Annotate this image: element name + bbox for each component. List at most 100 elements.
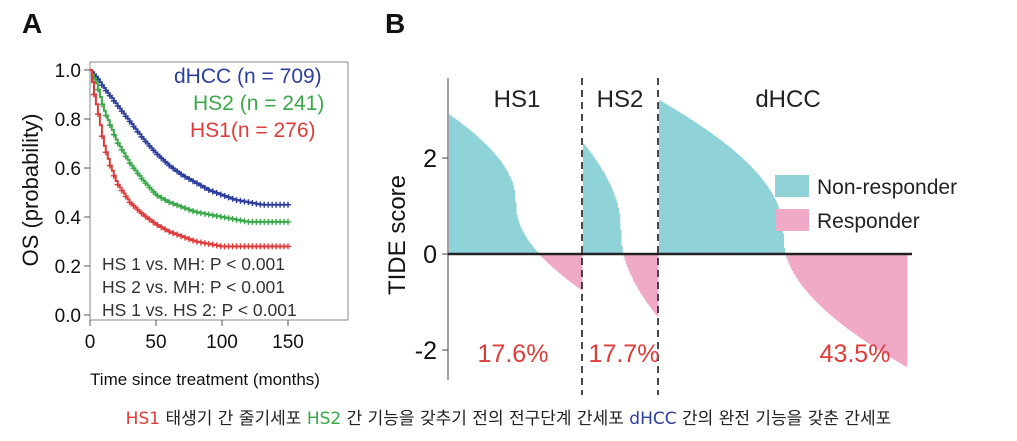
tide-bar-dhcc [874, 254, 877, 348]
survival-legend: dHCC (n = 709) HS2 (n = 241) HS1(n = 276… [174, 65, 324, 142]
tide-bar-dhcc [895, 254, 897, 361]
tide-bar-hs2 [596, 161, 598, 254]
censor-mark-dhcc [130, 123, 137, 130]
caption-hs1-text: 태생기 간 줄기세포 [160, 409, 307, 429]
tide-bar-dhcc [667, 105, 669, 254]
tide-bar-hs1 [483, 143, 486, 254]
censor-mark-hs2 [142, 180, 149, 187]
censor-mark-dhcc [237, 197, 244, 204]
tide-bar-dhcc [668, 106, 671, 254]
tide-bar-dhcc [863, 254, 866, 341]
tide-bar-hs1 [546, 254, 548, 262]
censor-mark-dhcc [102, 87, 109, 94]
censor-mark-dhcc [122, 113, 129, 120]
tide-bar-hs1 [471, 132, 474, 254]
tide-bar-dhcc [769, 190, 771, 254]
tide-bar-dhcc [893, 254, 896, 360]
tide-bar-hs1 [465, 127, 468, 254]
tide-bar-dhcc [814, 254, 817, 301]
tide-bar-dhcc [832, 254, 835, 318]
tide-bar-hs1 [556, 254, 559, 272]
censor-mark-hs2 [118, 146, 125, 153]
tide-bar-hs1 [548, 254, 551, 265]
censor-mark-hs2 [285, 218, 291, 225]
censor-mark-hs2 [154, 192, 161, 199]
tide-bar-hs2 [599, 166, 602, 254]
tide-bar-dhcc [837, 254, 840, 322]
tide-bar-dhcc [813, 254, 816, 300]
tide-bar-dhcc [812, 254, 814, 299]
tide-bar-hs2 [604, 174, 607, 254]
tide-bar-dhcc [831, 254, 834, 317]
tide-bar-hs2 [654, 254, 657, 314]
censor-mark-hs2 [110, 131, 117, 138]
tide-bar-hs2 [648, 254, 651, 306]
tide-bar-dhcc [760, 178, 763, 254]
tide-bar-dhcc [745, 161, 747, 254]
tide-bar-hs1 [516, 214, 518, 254]
tide-bar-hs1 [500, 162, 503, 254]
censor-mark-hs1 [110, 172, 117, 179]
tide-bar-hs1 [524, 235, 527, 254]
tide-bar-hs1 [508, 175, 511, 254]
tide-bar-dhcc [771, 194, 774, 254]
survival-xtick-label: 0 [85, 332, 96, 353]
survival-curves [90, 69, 291, 250]
tide-bar-dhcc [764, 183, 767, 254]
tide-bar-hs2 [642, 254, 645, 297]
censor-mark-hs2 [130, 165, 137, 172]
tide-bar-dhcc [847, 254, 849, 329]
tide-bar-dhcc [885, 254, 888, 355]
tide-bar-dhcc [788, 254, 790, 264]
censor-mark-dhcc [225, 194, 232, 201]
tide-bar-hs1 [469, 130, 471, 254]
tide-bar-dhcc [680, 113, 683, 255]
tide-bar-hs1 [576, 254, 578, 287]
tide-bar-dhcc [841, 254, 843, 325]
tide-bar-hs2 [610, 186, 612, 254]
censor-mark-hs1 [114, 181, 121, 188]
censor-mark-hs2 [94, 86, 101, 93]
tide-bar-hs1 [463, 125, 465, 254]
tide-bar-hs2 [633, 254, 635, 281]
tide-ytick-label: 0 [423, 241, 437, 269]
censor-mark-hs2 [150, 189, 157, 196]
tide-bar-dhcc [778, 209, 781, 254]
tide-bar-dhcc [662, 102, 665, 254]
tide-bar-dhcc [806, 254, 808, 292]
tide-bar-hs2 [602, 170, 604, 254]
censor-mark-dhcc [197, 182, 204, 189]
tide-bar-hs1 [579, 254, 582, 290]
tide-bar-dhcc [790, 254, 793, 269]
tide-bar-dhcc [751, 167, 753, 254]
censor-mark-hs1 [138, 210, 145, 217]
caption-dhcc-text: 간의 완전 기능을 갖춘 간세포 [676, 409, 892, 429]
censor-mark-dhcc [114, 103, 121, 110]
tide-bar-hs2 [617, 207, 620, 254]
stat-hs2-vs-mh: HS 2 vs. MH: P < 0.001 [102, 277, 285, 297]
tide-bar-hs1 [571, 254, 573, 283]
panel-b-label: B [385, 8, 405, 39]
tide-bar-dhcc [723, 143, 726, 254]
tide-bar-hs2 [621, 246, 623, 254]
tide-bar-hs1 [555, 254, 558, 271]
censor-mark-dhcc [118, 108, 125, 115]
tide-legend: Non-responder Responder [775, 175, 957, 233]
tide-bar-hs1 [544, 254, 547, 261]
tide-bar-hs2 [586, 148, 589, 254]
censor-mark-dhcc [162, 158, 169, 165]
tide-bar-dhcc [801, 254, 804, 286]
tide-bar-hs1 [451, 116, 453, 254]
censor-mark-hs1 [209, 241, 216, 248]
tide-bar-hs1 [456, 120, 458, 254]
tide-bar-hs2 [627, 254, 629, 268]
tide-bar-hs1 [513, 189, 516, 254]
tide-bar-dhcc [797, 254, 800, 281]
tide-bar-dhcc [704, 128, 707, 254]
tide-bar-dhcc [702, 127, 704, 254]
tide-bar-hs1 [528, 241, 530, 254]
tide-bar-dhcc [756, 172, 758, 254]
censor-mark-hs1 [197, 239, 204, 246]
tide-bar-hs2 [585, 146, 587, 254]
survival-ytick-label: 0.8 [55, 110, 81, 131]
